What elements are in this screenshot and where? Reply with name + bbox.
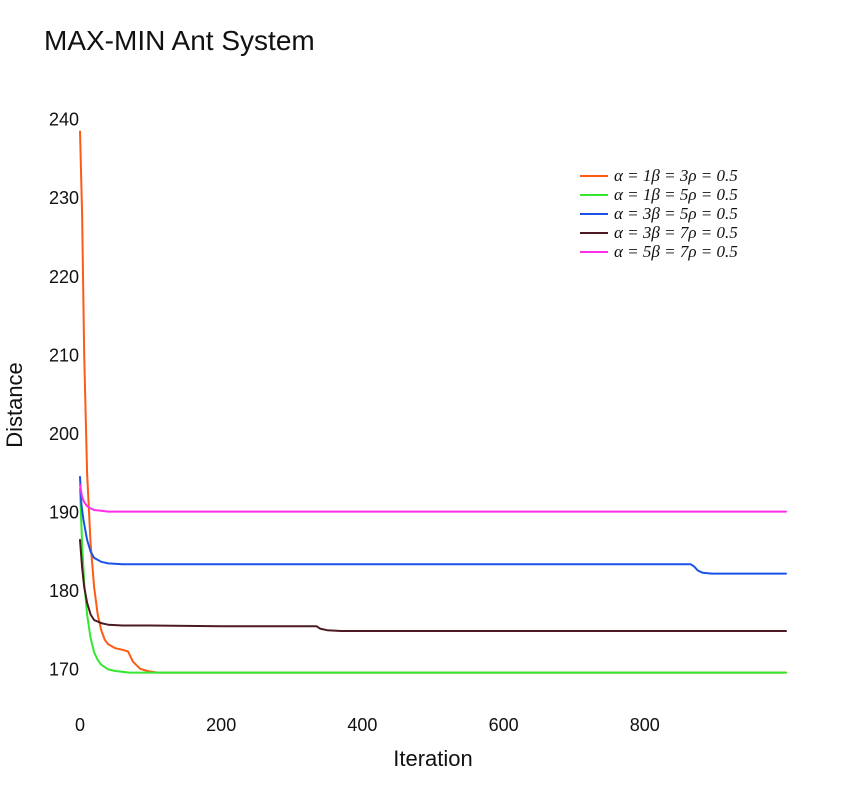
y-axis-ticks: 170 180 190 200 210 220 230 240 [49, 110, 79, 680]
y-tick-label: 210 [49, 345, 79, 365]
legend-item[interactable]: α = 1β = 3ρ = 0.5 [580, 166, 738, 185]
legend[interactable]: α = 1β = 3ρ = 0.5α = 1β = 5ρ = 0.5α = 3β… [580, 166, 738, 261]
x-tick-label: 600 [489, 715, 519, 735]
x-tick-label: 0 [75, 715, 85, 735]
x-tick-label: 400 [347, 715, 377, 735]
y-tick-label: 190 [49, 502, 79, 522]
y-tick-label: 220 [49, 267, 79, 287]
series-line-3[interactable] [79, 476, 787, 575]
x-axis-label: Iteration [393, 746, 473, 771]
y-axis-label: Distance [2, 362, 27, 448]
legend-label: α = 1β = 3ρ = 0.5 [614, 166, 738, 185]
series-line-5[interactable] [79, 483, 787, 513]
y-tick-label: 180 [49, 581, 79, 601]
y-tick-label: 240 [49, 110, 79, 130]
legend-label: α = 5β = 7ρ = 0.5 [614, 242, 738, 261]
y-tick-label: 200 [49, 424, 79, 444]
legend-item[interactable]: α = 5β = 7ρ = 0.5 [580, 242, 738, 261]
legend-item[interactable]: α = 1β = 5ρ = 0.5 [580, 185, 738, 204]
legend-label: α = 3β = 5ρ = 0.5 [614, 204, 738, 223]
chart-title: MAX-MIN Ant System [44, 25, 315, 56]
series-line-2[interactable] [79, 487, 787, 674]
series-line-4[interactable] [79, 538, 787, 632]
y-tick-label: 170 [49, 659, 79, 679]
x-tick-label: 800 [630, 715, 660, 735]
legend-label: α = 3β = 7ρ = 0.5 [614, 223, 738, 242]
legend-label: α = 1β = 5ρ = 0.5 [614, 185, 738, 204]
x-axis-ticks: 0 200 400 600 800 [75, 715, 660, 735]
y-tick-label: 230 [49, 188, 79, 208]
x-tick-label: 200 [206, 715, 236, 735]
legend-item[interactable]: α = 3β = 7ρ = 0.5 [580, 223, 738, 242]
series-layer [79, 130, 787, 674]
legend-item[interactable]: α = 3β = 5ρ = 0.5 [580, 204, 738, 223]
